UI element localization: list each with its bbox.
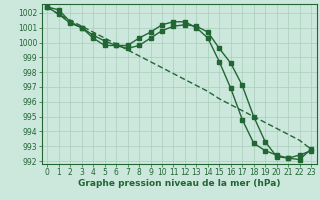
X-axis label: Graphe pression niveau de la mer (hPa): Graphe pression niveau de la mer (hPa) (78, 179, 280, 188)
